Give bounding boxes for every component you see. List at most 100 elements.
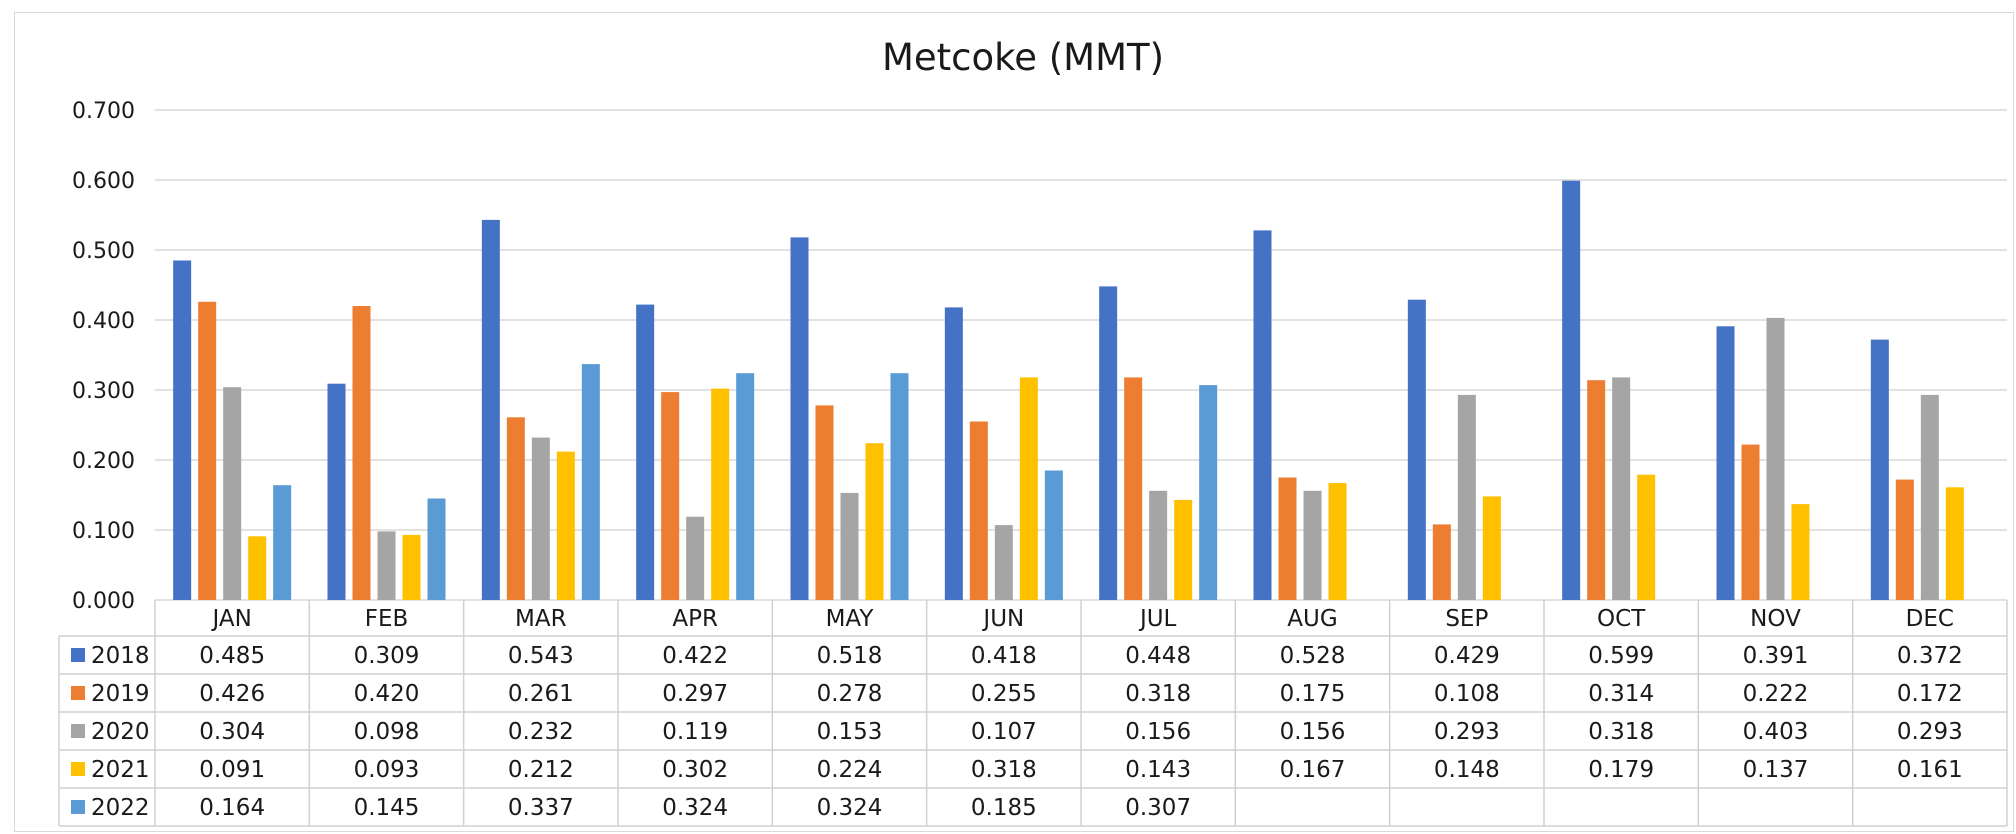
- data-label: 0.098: [354, 719, 420, 745]
- bar-2018-nov: [1716, 326, 1735, 600]
- data-label: 0.337: [508, 795, 574, 821]
- y-tick-label: 0.500: [72, 239, 135, 264]
- legend-swatch: [71, 800, 85, 814]
- bar-2021-sep: [1482, 496, 1501, 600]
- legend-swatch: [71, 724, 85, 738]
- x-tick-label: DEC: [1906, 606, 1954, 632]
- legend-label: 2019: [91, 681, 150, 707]
- data-label: 0.518: [817, 643, 883, 669]
- bar-2020-sep: [1457, 394, 1476, 600]
- data-label: 0.318: [1125, 681, 1191, 707]
- data-label: 0.107: [971, 719, 1037, 745]
- bar-2019-jan: [198, 301, 217, 600]
- bar-2021-nov: [1791, 504, 1810, 600]
- bar-2020-nov: [1766, 317, 1785, 600]
- data-label: 0.108: [1434, 681, 1500, 707]
- bar-2021-feb: [402, 534, 421, 600]
- bar-2020-may: [840, 492, 859, 600]
- data-label: 0.307: [1125, 795, 1191, 821]
- bar-2019-oct: [1587, 380, 1606, 600]
- bar-2021-may: [865, 443, 884, 600]
- data-label: 0.391: [1743, 643, 1809, 669]
- bar-2020-jun: [994, 525, 1013, 600]
- y-tick-label: 0.000: [72, 589, 135, 614]
- data-label: 0.297: [662, 681, 728, 707]
- bar-2018-jul: [1099, 286, 1118, 600]
- y-tick-label: 0.400: [72, 309, 135, 334]
- chart-title: Metcoke (MMT): [882, 36, 1164, 79]
- bar-2018-feb: [327, 383, 346, 600]
- data-label: 0.420: [354, 681, 420, 707]
- data-label: 0.224: [817, 757, 883, 783]
- data-table: JAN FEB MAR APR MAY JUN JUL AUG SEP OCT NOV DEC 2018…: [58, 600, 2008, 827]
- x-tick-label: MAY: [826, 606, 875, 632]
- bar-2018-jun: [944, 307, 963, 600]
- data-label: 0.148: [1434, 757, 1500, 783]
- x-tick-label: AUG: [1287, 606, 1337, 632]
- data-label: 0.185: [971, 795, 1037, 821]
- data-label: 0.324: [817, 795, 883, 821]
- x-tick-label: JAN: [211, 606, 252, 632]
- bar-2019-jul: [1124, 377, 1143, 600]
- legend-swatch: [71, 762, 85, 776]
- data-label: 0.426: [199, 681, 265, 707]
- bar-2019-sep: [1432, 524, 1451, 600]
- data-label: 0.091: [199, 757, 265, 783]
- bar-2019-may: [815, 405, 834, 600]
- y-tick-label: 0.600: [72, 169, 135, 194]
- bar-2022-jan: [273, 485, 292, 600]
- bar-2020-dec: [1920, 394, 1939, 600]
- bar-2018-apr: [636, 304, 655, 600]
- chart-svg: Metcoke (MMT) 0.0000.1000.2000.3000.4000…: [58, 36, 2008, 827]
- data-label: 0.232: [508, 719, 574, 745]
- bar-2021-jul: [1174, 499, 1193, 600]
- data-label: 0.167: [1280, 757, 1346, 783]
- bar-2019-mar: [506, 417, 525, 600]
- bar-2021-oct: [1637, 474, 1656, 600]
- data-label: 0.314: [1588, 681, 1654, 707]
- legend-swatch: [71, 686, 85, 700]
- x-tick-label: FEB: [365, 606, 409, 632]
- bar-2021-dec: [1945, 487, 1964, 600]
- data-label: 0.119: [662, 719, 728, 745]
- data-label: 0.485: [199, 643, 265, 669]
- bar-2022-may: [890, 373, 909, 600]
- data-label: 0.309: [354, 643, 420, 669]
- data-label: 0.543: [508, 643, 574, 669]
- bar-2018-mar: [481, 219, 500, 600]
- bar-2019-nov: [1741, 444, 1760, 600]
- bar-2019-feb: [352, 306, 371, 600]
- bar-2021-jun: [1019, 377, 1038, 600]
- bar-2021-jan: [248, 536, 267, 600]
- legend-label: 2022: [91, 795, 150, 821]
- data-label: 0.161: [1897, 757, 1963, 783]
- bar-2018-sep: [1407, 299, 1426, 600]
- bar-2019-jun: [969, 421, 988, 600]
- bar-2018-may: [790, 237, 809, 600]
- data-label: 0.172: [1897, 681, 1963, 707]
- x-tick-label: JUL: [1138, 606, 1177, 632]
- data-label: 0.137: [1743, 757, 1809, 783]
- x-tick-label: NOV: [1750, 606, 1801, 632]
- data-label: 0.304: [199, 719, 265, 745]
- x-tick-label: JUN: [981, 606, 1024, 632]
- data-label: 0.164: [199, 795, 265, 821]
- data-label: 0.293: [1434, 719, 1500, 745]
- bar-2020-aug: [1303, 490, 1322, 600]
- data-label: 0.372: [1897, 643, 1963, 669]
- y-tick-label: 0.300: [72, 379, 135, 404]
- bar-2020-apr: [686, 516, 705, 600]
- y-tick-label: 0.100: [72, 519, 135, 544]
- legend-label: 2021: [91, 757, 150, 783]
- data-label: 0.255: [971, 681, 1037, 707]
- data-label: 0.418: [971, 643, 1037, 669]
- y-tick-label: 0.700: [72, 99, 135, 124]
- data-label: 0.145: [354, 795, 420, 821]
- bar-2018-aug: [1253, 230, 1272, 600]
- legend-label: 2020: [91, 719, 150, 745]
- data-label: 0.222: [1743, 681, 1809, 707]
- data-label: 0.318: [1588, 719, 1654, 745]
- x-tick-label: SEP: [1445, 606, 1488, 632]
- bar-2018-jan: [173, 260, 192, 600]
- bar-2021-aug: [1328, 483, 1347, 600]
